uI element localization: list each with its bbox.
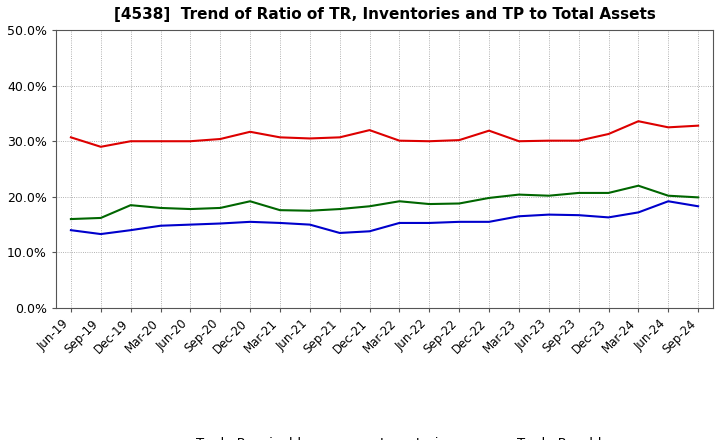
Title: [4538]  Trend of Ratio of TR, Inventories and TP to Total Assets: [4538] Trend of Ratio of TR, Inventories… [114,7,655,22]
Inventories [365,229,374,234]
Trade Payables [395,198,404,204]
Inventories [126,227,135,233]
Trade Payables [305,208,314,213]
Trade Receivables [186,139,194,144]
Trade Receivables [604,132,613,137]
Legend: Trade Receivables, Inventories, Trade Payables: Trade Receivables, Inventories, Trade Pa… [147,431,622,440]
Inventories [156,223,165,228]
Trade Receivables [96,144,105,150]
Trade Payables [455,201,464,206]
Trade Receivables [694,123,703,128]
Inventories [664,198,672,204]
Trade Payables [96,215,105,220]
Line: Inventories: Inventories [71,201,698,234]
Trade Payables [694,195,703,200]
Trade Receivables [485,128,493,133]
Trade Receivables [156,139,165,144]
Trade Payables [336,206,344,212]
Trade Receivables [126,139,135,144]
Trade Receivables [276,135,284,140]
Trade Receivables [246,129,254,135]
Trade Receivables [66,135,75,140]
Trade Receivables [305,136,314,141]
Trade Payables [515,192,523,197]
Line: Trade Receivables: Trade Receivables [71,121,698,147]
Trade Payables [276,208,284,213]
Trade Receivables [664,125,672,130]
Inventories [575,213,583,218]
Trade Receivables [365,128,374,133]
Inventories [604,215,613,220]
Trade Receivables [216,136,225,142]
Inventories [305,222,314,227]
Trade Payables [66,216,75,222]
Trade Receivables [336,135,344,140]
Trade Payables [365,204,374,209]
Inventories [515,214,523,219]
Inventories [246,219,254,224]
Trade Receivables [575,138,583,143]
Trade Receivables [395,138,404,143]
Line: Trade Payables: Trade Payables [71,186,698,219]
Trade Payables [186,206,194,212]
Trade Payables [604,190,613,195]
Inventories [634,210,643,215]
Trade Payables [544,193,553,198]
Inventories [425,220,433,226]
Inventories [96,231,105,237]
Trade Payables [664,193,672,198]
Inventories [544,212,553,217]
Trade Payables [246,198,254,204]
Trade Receivables [544,138,553,143]
Trade Payables [156,205,165,211]
Trade Payables [634,183,643,188]
Trade Payables [485,195,493,201]
Inventories [485,219,493,224]
Trade Receivables [425,139,433,144]
Trade Payables [126,202,135,208]
Inventories [186,222,194,227]
Inventories [694,204,703,209]
Trade Receivables [634,119,643,124]
Inventories [395,220,404,226]
Inventories [216,221,225,226]
Trade Payables [216,205,225,211]
Trade Payables [425,202,433,207]
Inventories [336,230,344,235]
Inventories [276,220,284,226]
Inventories [66,227,75,233]
Trade Payables [575,190,583,195]
Inventories [455,219,464,224]
Trade Receivables [515,139,523,144]
Trade Receivables [455,137,464,143]
